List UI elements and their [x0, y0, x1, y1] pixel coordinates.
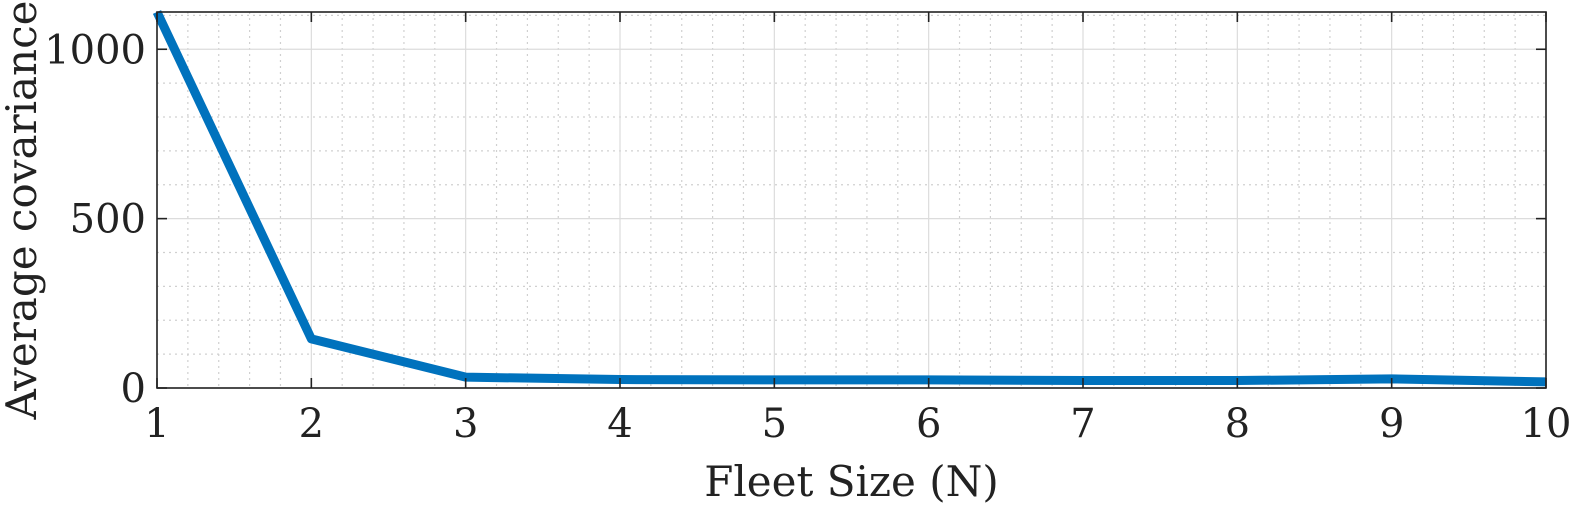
x-tick-label: 8 [1225, 401, 1250, 447]
y-tick-label: 500 [70, 197, 146, 243]
x-tick-label: 9 [1379, 401, 1404, 447]
x-tick-label: 6 [916, 401, 941, 447]
x-tick-label: 2 [299, 401, 324, 447]
x-tick-label: 3 [453, 401, 478, 447]
series-layer [152, 10, 1547, 387]
x-tick-label: 5 [762, 401, 787, 447]
grid-lines [156, 12, 1547, 389]
series-line [152, 10, 1547, 387]
y-tick-label: 1000 [44, 27, 146, 73]
tick-marks [156, 12, 1547, 389]
y-axis-tick-labels: 0 500 1000 [44, 27, 146, 412]
x-tick-label: 1 [144, 401, 169, 447]
y-tick-label: 0 [121, 366, 146, 412]
x-tick-label: 10 [1521, 401, 1572, 447]
x-axis-tick-labels: 1 2 3 4 5 6 7 8 9 10 [144, 401, 1571, 447]
x-axis-label: Fleet Size (N) [704, 457, 999, 506]
plot-area-frame [156, 11, 1547, 389]
x-tick-label: 7 [1070, 401, 1095, 447]
x-tick-label: 4 [607, 401, 632, 447]
y-axis-label: Average covariance [0, 1, 46, 421]
